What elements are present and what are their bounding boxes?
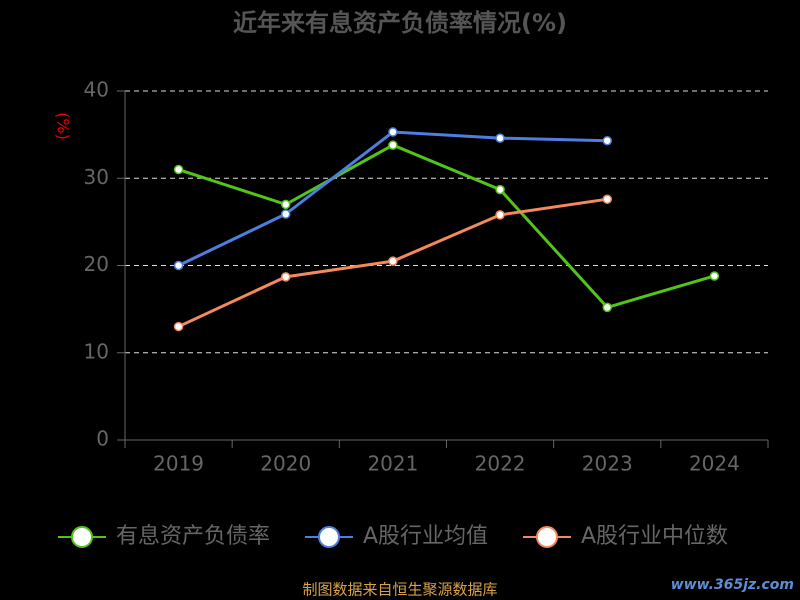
y-tick-label: 0 [96, 427, 109, 451]
x-tick-label: 2024 [689, 452, 740, 476]
series-line [178, 143, 715, 310]
y-axis-label: (%) [54, 112, 73, 140]
y-tick-label: 40 [84, 78, 109, 102]
data-point [388, 256, 398, 266]
source-note: 制图数据来自恒生聚源数据库 [302, 581, 497, 599]
data-point [173, 260, 184, 271]
data-point [495, 184, 505, 195]
data-point [495, 133, 505, 143]
y-tick-label: 10 [84, 339, 109, 363]
x-tick-label: 2020 [260, 452, 311, 476]
watermark: www.365jz.com [671, 577, 794, 593]
data-point [495, 210, 505, 220]
legend-label: A股行业均值 [363, 524, 488, 549]
data-point [602, 194, 612, 204]
data-point [281, 272, 291, 282]
legend-marker [536, 526, 558, 548]
legend-label: 有息资产负债率 [116, 524, 270, 549]
x-tick-label: 2019 [153, 452, 204, 476]
data-point [281, 209, 291, 219]
x-tick-label: 2021 [367, 452, 418, 476]
chart-title: 近年来有息资产负债率情况(%) [233, 9, 567, 37]
data-point [709, 271, 720, 281]
data-point [281, 199, 291, 210]
data-point [173, 164, 184, 175]
y-tick-label: 20 [84, 252, 109, 276]
legend-label: A股行业中位数 [581, 524, 728, 549]
data-point [388, 140, 398, 150]
legend-marker [71, 526, 93, 548]
data-point [388, 127, 398, 137]
data-point [173, 321, 184, 332]
data-point [602, 135, 612, 146]
legend-marker [318, 526, 340, 548]
y-tick-label: 30 [84, 165, 109, 189]
x-tick-label: 2022 [475, 452, 526, 476]
series-line [177, 130, 608, 267]
data-point [602, 302, 612, 313]
x-tick-label: 2023 [582, 452, 633, 476]
